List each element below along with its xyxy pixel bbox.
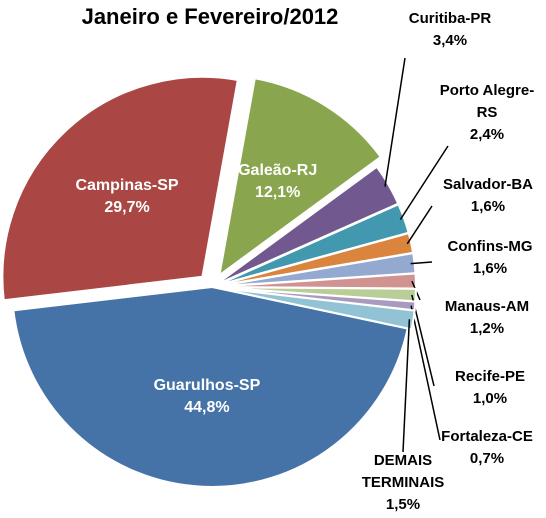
value-label: 29,7% [104, 198, 150, 216]
leader-line [399, 145, 449, 221]
category-label: Curitiba-PR [408, 10, 492, 27]
leader-line [410, 305, 441, 441]
value-label: 1,6% [470, 198, 506, 215]
category-label: Fortaleza-CE [441, 428, 533, 445]
value-label: 1,5% [385, 496, 421, 513]
category-label: DEMAIS TERMINAIS [361, 452, 445, 491]
value-label: 3,4% [432, 32, 468, 49]
slice-label: Galeão-RJ 12,1% [198, 160, 358, 204]
leader-line [384, 57, 406, 187]
value-label: 2,4% [469, 126, 505, 143]
slice-label: Fortaleza-CE 0,7% [427, 426, 546, 470]
pie-slice [217, 77, 383, 278]
slice-label: Recife-PE 1,0% [440, 366, 540, 410]
slice-label: Campinas-SP 29,7% [47, 175, 207, 219]
pie-slice [12, 285, 409, 488]
value-label: 1,2% [469, 320, 505, 337]
category-label: Galeão-RJ [238, 161, 318, 179]
category-label: Campinas-SP [75, 176, 179, 194]
category-label: Confins-MG [447, 238, 533, 255]
value-label: 12,1% [254, 183, 301, 201]
slice-label: Salvador-BA 1,6% [433, 174, 543, 218]
category-label: Manaus-AM [444, 298, 530, 315]
slice-label: Manaus-AM 1,2% [432, 296, 542, 340]
slice-label: Porto Alegre-RS 2,4% [437, 80, 537, 146]
value-label: 1,0% [472, 390, 508, 407]
value-label: 0,7% [469, 450, 505, 467]
leader-line [410, 261, 433, 265]
slice-label: Curitiba-PR 3,4% [390, 8, 510, 52]
chart-title: Janeiro e Fevereiro/2012 [81, 4, 339, 29]
leader-line [406, 205, 433, 245]
value-label: 44,8% [184, 398, 230, 416]
slice-label: Guarulhos-SP 44,8% [127, 375, 287, 419]
pie-slice [215, 286, 416, 331]
pie-slice [1, 75, 239, 302]
category-label: Recife-PE [454, 368, 526, 385]
value-label: 1,6% [472, 260, 508, 277]
category-label: Porto Alegre-RS [439, 82, 535, 121]
category-label: Guarulhos-SP [153, 376, 261, 394]
leader-line [402, 319, 411, 453]
slice-label: DEMAIS TERMINAIS 1,5% [348, 450, 458, 516]
category-label: Salvador-BA [442, 176, 534, 193]
slice-label: Confins-MG 1,6% [435, 236, 545, 280]
